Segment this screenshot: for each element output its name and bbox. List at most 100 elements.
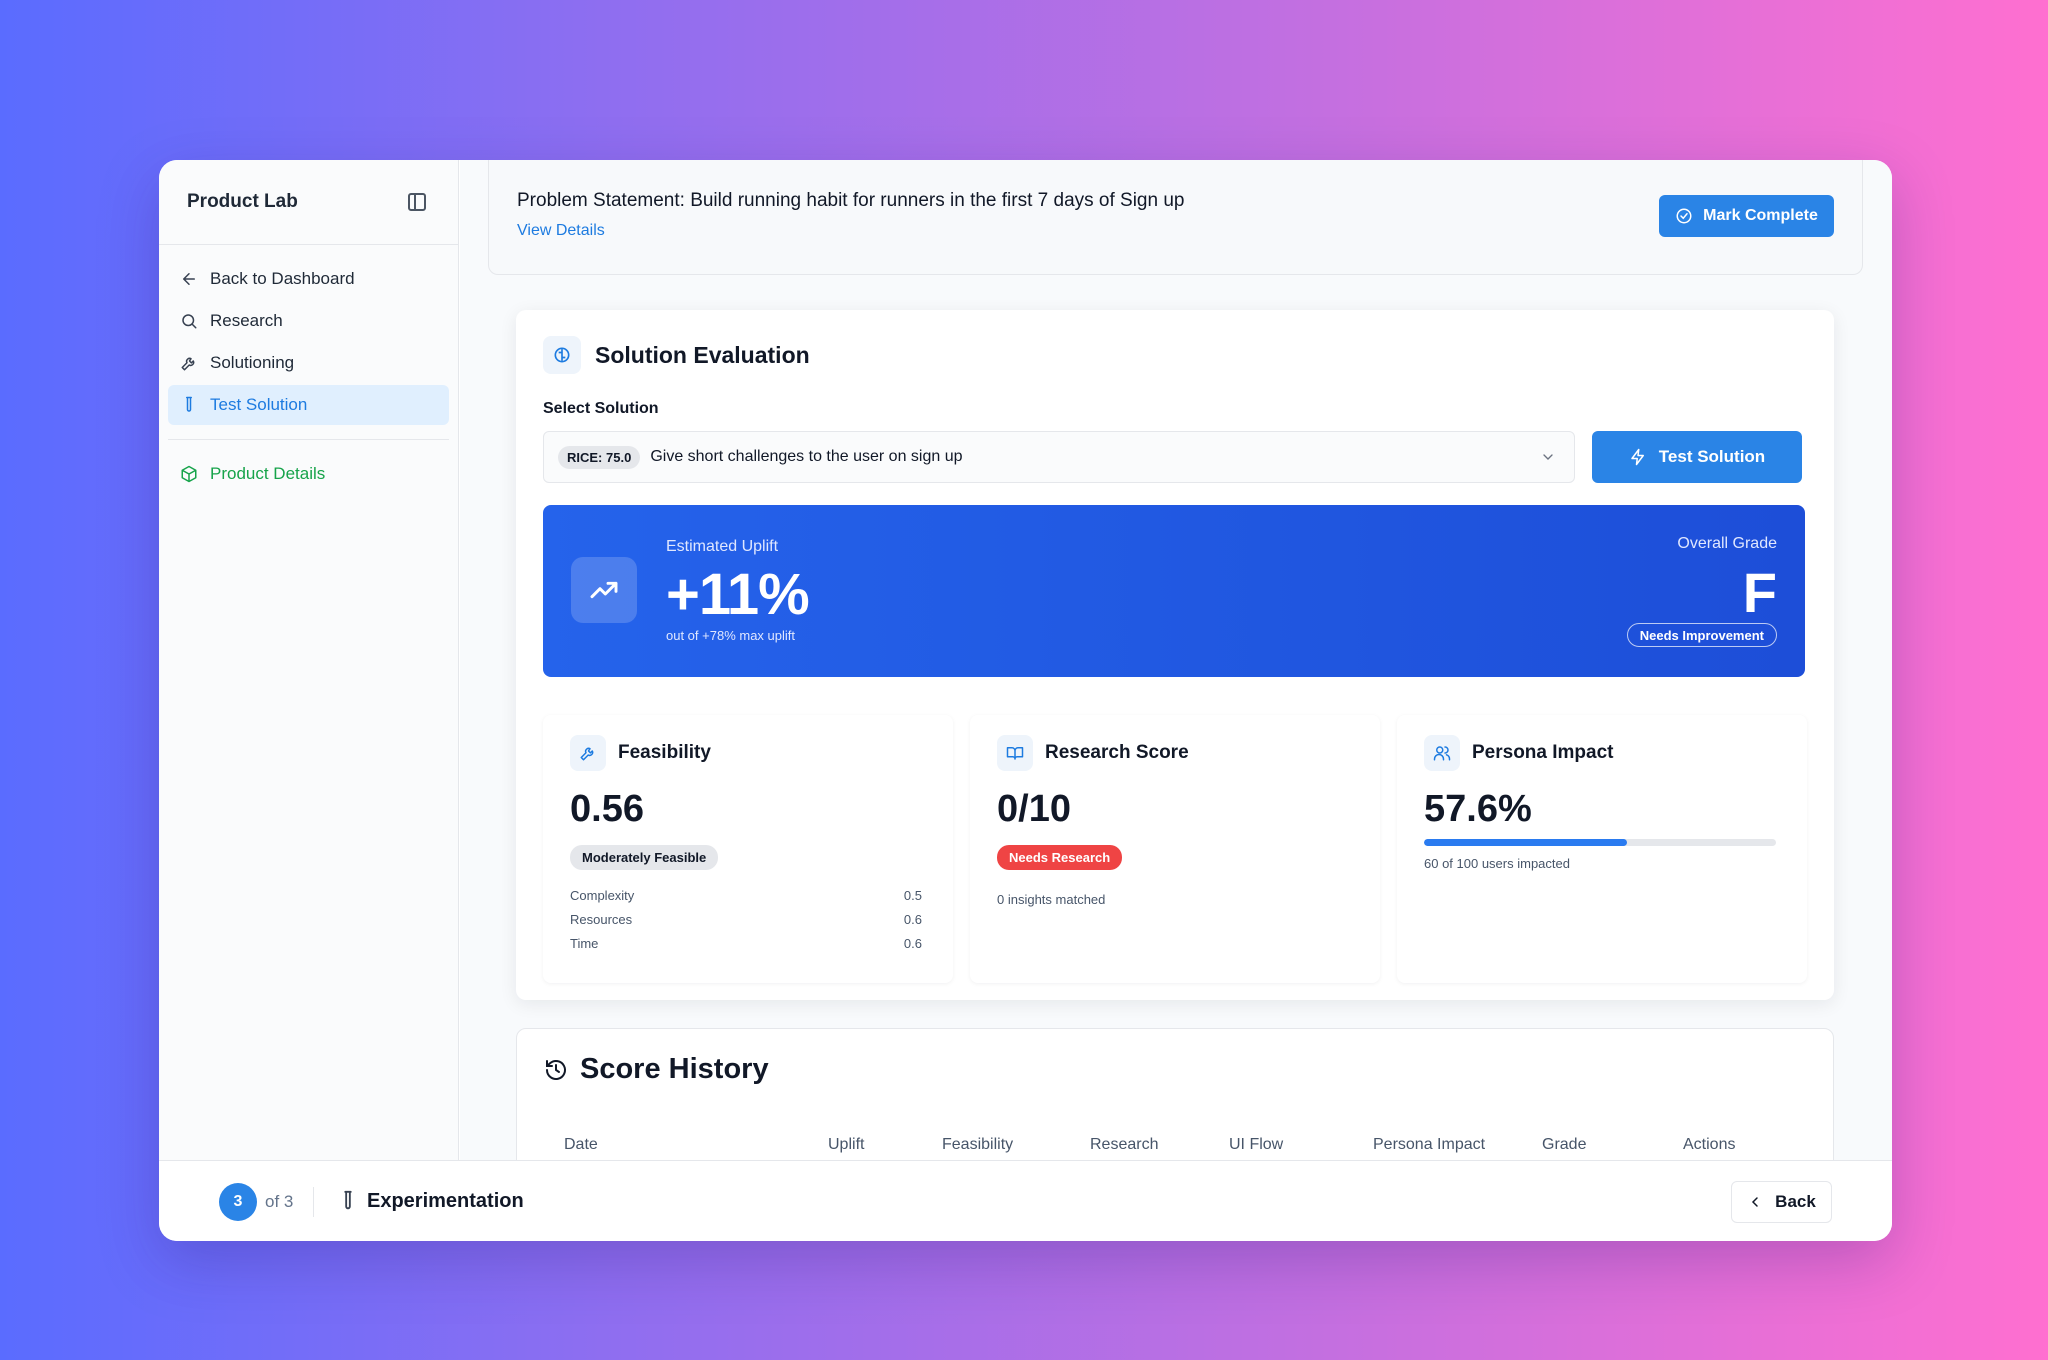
selected-solution: Give short challenges to the user on sig… xyxy=(650,448,963,465)
sidebar-item-back-to-dashboard[interactable]: Back to Dashboard xyxy=(168,259,449,299)
feasibility-title: Feasibility xyxy=(618,742,711,763)
app-title: Product Lab xyxy=(187,191,298,212)
problem-statement: Problem Statement: Build running habit f… xyxy=(517,190,1185,211)
uplift-label: Estimated Uplift xyxy=(666,538,779,555)
column-header-uplift[interactable]: Uplift xyxy=(828,1136,865,1153)
column-header-date[interactable]: Date xyxy=(564,1136,598,1153)
trending-up-icon xyxy=(571,557,637,623)
section-title: Solution Evaluation xyxy=(595,341,810,368)
brain-icon xyxy=(543,336,581,374)
book-open-icon xyxy=(997,735,1033,771)
back-label: Back xyxy=(1775,1192,1816,1211)
sidebar-item-product-details[interactable]: Product Details xyxy=(168,454,449,494)
breakdown-value: 0.5 xyxy=(903,888,922,903)
sidebar-nav: Back to Dashboard Research Solutioning T… xyxy=(159,245,458,494)
footer-divider xyxy=(313,1187,314,1217)
grade-badge: Needs Improvement xyxy=(1626,623,1777,647)
solution-evaluation-card: Solution Evaluation Select Solution RICE… xyxy=(516,310,1834,1000)
search-icon xyxy=(182,314,197,329)
users-icon xyxy=(1424,735,1460,771)
test-solution-button[interactable]: Test Solution xyxy=(1592,431,1802,483)
sidebar-divider xyxy=(168,439,449,440)
package-icon xyxy=(181,465,197,483)
research-title: Research Score xyxy=(1045,742,1189,763)
column-header-feasibility[interactable]: Feasibility xyxy=(942,1136,1014,1153)
score-history-card: Score History Date Uplift Feasibility Re… xyxy=(516,1028,1834,1160)
uplift-value: +11% xyxy=(666,562,810,627)
sidebar-item-label: Research xyxy=(210,311,283,330)
sidebar-item-solutioning[interactable]: Solutioning xyxy=(168,343,449,383)
solution-select[interactable]: RICE: 75.0 Give short challenges to the … xyxy=(543,431,1575,483)
sidebar: Product Lab Back to Dashboard Research S… xyxy=(159,160,459,1160)
uplift-subtext: out of +78% max uplift xyxy=(666,628,795,643)
select-solution-label: Select Solution xyxy=(543,400,659,417)
feasibility-header: Feasibility xyxy=(570,735,711,771)
step-total: of 3 xyxy=(265,1192,294,1211)
app-window: Product Lab Back to Dashboard Research S… xyxy=(159,160,1892,1241)
sidebar-item-label: Test Solution xyxy=(210,395,308,414)
rice-badge: RICE: 75.0 xyxy=(558,445,641,469)
column-header-grade[interactable]: Grade xyxy=(1542,1136,1587,1153)
sidebar-header: Product Lab xyxy=(159,160,458,245)
research-badge: Needs Research xyxy=(997,845,1123,870)
test-tube-icon xyxy=(186,396,192,412)
test-tube-icon xyxy=(344,1190,352,1210)
view-details-link[interactable]: View Details xyxy=(517,222,605,239)
sidebar-item-research[interactable]: Research xyxy=(168,301,449,341)
sidebar-item-label: Back to Dashboard xyxy=(210,269,355,288)
feasibility-badge: Moderately Feasible xyxy=(570,845,719,870)
users-impacted: 60 of 100 users impacted xyxy=(1424,856,1570,871)
history-icon xyxy=(546,1059,566,1080)
score-history-header: Score History xyxy=(544,1053,769,1086)
breakdown-label: Time xyxy=(570,936,599,951)
research-value: 0/10 xyxy=(997,788,1071,830)
test-solution-label: Test Solution xyxy=(1658,447,1766,466)
research-score-card: Research Score 0/10 Needs Research 0 ins… xyxy=(970,715,1380,983)
sidebar-item-label: Solutioning xyxy=(210,353,295,372)
column-header-persona-impact[interactable]: Persona Impact xyxy=(1373,1136,1486,1153)
wrench-icon xyxy=(181,357,195,371)
step-number: 3 xyxy=(219,1183,257,1221)
breakdown-label: Complexity xyxy=(570,888,635,903)
main-content: Problem Statement: Build running habit f… xyxy=(460,160,1892,1160)
persona-impact-card: Persona Impact 57.6% 60 of 100 users imp… xyxy=(1397,715,1807,983)
feasibility-card: Feasibility 0.56 Moderately Feasible Com… xyxy=(543,715,953,983)
overall-grade: F xyxy=(1742,561,1777,624)
column-header-research[interactable]: Research xyxy=(1090,1136,1159,1153)
sidebar-item-test-solution[interactable]: Test Solution xyxy=(168,385,449,425)
step-name: Experimentation xyxy=(367,1190,524,1212)
check-circle-icon xyxy=(1676,208,1692,224)
breakdown-value: 0.6 xyxy=(903,936,922,951)
overall-grade-label: Overall Grade xyxy=(1677,535,1777,552)
problem-statement-bar: Problem Statement: Build running habit f… xyxy=(488,160,1863,275)
sidebar-item-label: Product Details xyxy=(210,464,326,483)
solution-evaluation-header: Solution Evaluation xyxy=(543,336,810,374)
insights-matched: 0 insights matched xyxy=(997,892,1106,907)
breakdown-row: Complexity 0.5 xyxy=(570,888,922,912)
arrow-left-icon xyxy=(183,273,195,285)
chevron-down-icon xyxy=(1543,454,1553,460)
persona-title: Persona Impact xyxy=(1472,742,1614,763)
mark-complete-button[interactable]: Mark Complete xyxy=(1659,195,1834,237)
research-header: Research Score xyxy=(997,735,1189,771)
step-footer: 3 of 3 Experimentation Back xyxy=(159,1160,1892,1241)
breakdown-value: 0.6 xyxy=(903,912,922,927)
feasibility-breakdown: Complexity 0.5 Resources 0.6 Time 0.6 xyxy=(570,888,922,960)
score-history-title: Score History xyxy=(580,1053,769,1085)
estimated-uplift-banner: Estimated Uplift +11% out of +78% max up… xyxy=(543,505,1805,677)
persona-progress-bar xyxy=(1424,839,1776,846)
persona-header: Persona Impact xyxy=(1424,735,1614,771)
feasibility-value: 0.56 xyxy=(570,788,644,830)
chevron-left-icon xyxy=(1752,1197,1758,1207)
column-header-ui-flow[interactable]: UI Flow xyxy=(1229,1136,1284,1153)
lightning-icon xyxy=(1631,448,1644,466)
column-header-actions[interactable]: Actions xyxy=(1683,1136,1736,1153)
persona-value: 57.6% xyxy=(1424,788,1532,830)
sidebar-toggle-icon[interactable] xyxy=(408,193,426,211)
breakdown-row: Time 0.6 xyxy=(570,936,922,960)
back-button[interactable]: Back xyxy=(1731,1181,1832,1223)
wrench-icon xyxy=(570,735,606,771)
breakdown-label: Resources xyxy=(570,912,633,927)
persona-progress-fill xyxy=(1424,839,1627,846)
breakdown-row: Resources 0.6 xyxy=(570,912,922,936)
